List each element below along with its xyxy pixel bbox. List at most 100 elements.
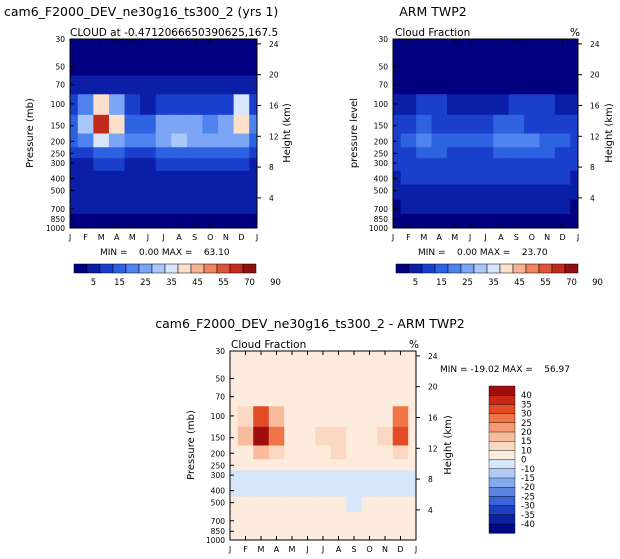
heatmap-cell: [462, 170, 479, 186]
x-tick-label: J: [468, 233, 471, 242]
heatmap-cell: [70, 133, 79, 148]
heatmap-cell: [408, 482, 417, 498]
heatmap-cell: [284, 445, 301, 460]
heatmap-cell: [554, 94, 571, 116]
panel-model: cam6_F2000_DEV_ne30g16_ts300_2 (yrs 1) C…: [4, 4, 293, 288]
heatmap-cell: [493, 75, 510, 95]
heatmap-cell: [230, 406, 239, 428]
heatmap-cell: [431, 114, 448, 134]
colorbar-swatch: [408, 263, 423, 274]
heatmap-cell: [70, 147, 79, 159]
heatmap-cell: [446, 114, 463, 134]
heatmap-cell: [508, 52, 525, 76]
heatmap-cell: [431, 39, 448, 54]
x-tick-label: O: [529, 233, 535, 242]
heatmap-cell: [508, 39, 525, 54]
heatmap-cell: [202, 39, 219, 54]
colorbar-label: 20: [521, 428, 532, 438]
heatmap-cell: [299, 387, 316, 407]
colorbar-swatch: [434, 263, 449, 274]
heatmap-cell: [477, 147, 494, 159]
x-tick-label: M: [420, 233, 427, 242]
heatmap-cell: [237, 387, 254, 407]
heatmap-cell: [140, 170, 157, 186]
heatmap-cell: [408, 364, 417, 388]
colorbar-swatch: [512, 263, 527, 274]
heatmap-cell: [186, 133, 203, 148]
heatmap-cell: [171, 133, 188, 148]
heatmap-cell: [477, 199, 494, 215]
heatmap-cell: [108, 114, 125, 134]
heatmap-cell: [171, 170, 188, 186]
x-tick-label: M: [258, 545, 265, 554]
colorbar-swatch: [488, 413, 516, 424]
heatmap-cell: [108, 133, 125, 148]
heatmap-cell: [330, 470, 347, 484]
y-tick-label: 100: [211, 412, 226, 421]
panel-model-title: cam6_F2000_DEV_ne30g16_ts300_2 (yrs 1): [4, 4, 278, 19]
heatmap-cell: [446, 147, 463, 159]
heatmap-cell: [346, 406, 363, 428]
heatmap-cell: [186, 147, 203, 159]
heatmap-cell: [315, 406, 332, 428]
heatmap-cell: [284, 496, 301, 513]
heatmap-cell: [70, 170, 79, 186]
heatmap-cell: [268, 426, 285, 446]
x-tick-label: J: [146, 233, 149, 242]
heatmap-cell: [108, 214, 125, 225]
heatmap-cell: [70, 184, 79, 201]
x-tick-label: J: [576, 233, 579, 242]
heatmap-cell: [477, 133, 494, 148]
heatmap-cell: [93, 52, 110, 76]
colorbar-swatch: [488, 450, 516, 460]
heatmap-cell: [77, 94, 94, 116]
heatmap-cell: [108, 170, 125, 186]
heatmap-cell: [431, 94, 448, 116]
heatmap-cell: [462, 199, 479, 215]
heatmap-cell: [570, 94, 579, 116]
heatmap-cell: [268, 364, 285, 388]
heatmap-cell: [346, 496, 363, 513]
heatmap-cell: [330, 351, 347, 366]
heatmap-cell: [77, 170, 94, 186]
heatmap-cell: [93, 214, 110, 225]
heatmap-cell: [237, 482, 254, 498]
heatmap-cell: [361, 459, 378, 471]
heatmap-cell: [171, 158, 188, 172]
colorbar-swatch: [488, 477, 516, 488]
heatmap-cell: [186, 199, 203, 215]
heatmap-cell: [446, 133, 463, 148]
heatmap-cell: [249, 170, 258, 186]
heatmap-cell: [493, 158, 510, 172]
heatmap-cell: [570, 75, 579, 95]
y-tick-label: 250: [374, 149, 389, 158]
heatmap-cell: [315, 482, 332, 498]
heatmap-cell: [155, 147, 172, 159]
heatmap-cell: [70, 199, 79, 215]
heatmap-cell: [431, 75, 448, 95]
y2-tick-label: 20: [269, 71, 279, 80]
heatmap-cell: [233, 39, 250, 54]
heatmap-cell: [93, 75, 110, 95]
heatmap-cell: [233, 170, 250, 186]
y-tick-label: 50: [55, 63, 65, 72]
panel-diff-subtitle: Cloud Fraction: [231, 339, 306, 351]
y-tick-label: 700: [211, 517, 226, 526]
heatmap-cell: [524, 158, 540, 172]
heatmap-cell: [77, 147, 94, 159]
colorbar-swatch: [488, 496, 516, 506]
heatmap-cell: [416, 147, 432, 159]
heatmap-cell: [462, 214, 479, 225]
colorbar-label: 30: [521, 410, 532, 420]
y-tick-label: 1000: [206, 536, 225, 545]
heatmap-cell: [477, 170, 494, 186]
x-tick-label: D: [397, 545, 403, 554]
heatmap-cell: [140, 133, 157, 148]
heatmap-cell: [400, 39, 417, 54]
heatmap-cell: [539, 199, 556, 215]
heatmap-cell: [93, 199, 110, 215]
heatmap-cell: [493, 199, 510, 215]
heatmap-cell: [524, 52, 540, 76]
y-tick-label: 30: [378, 35, 388, 44]
heatmap-cell: [249, 133, 258, 148]
